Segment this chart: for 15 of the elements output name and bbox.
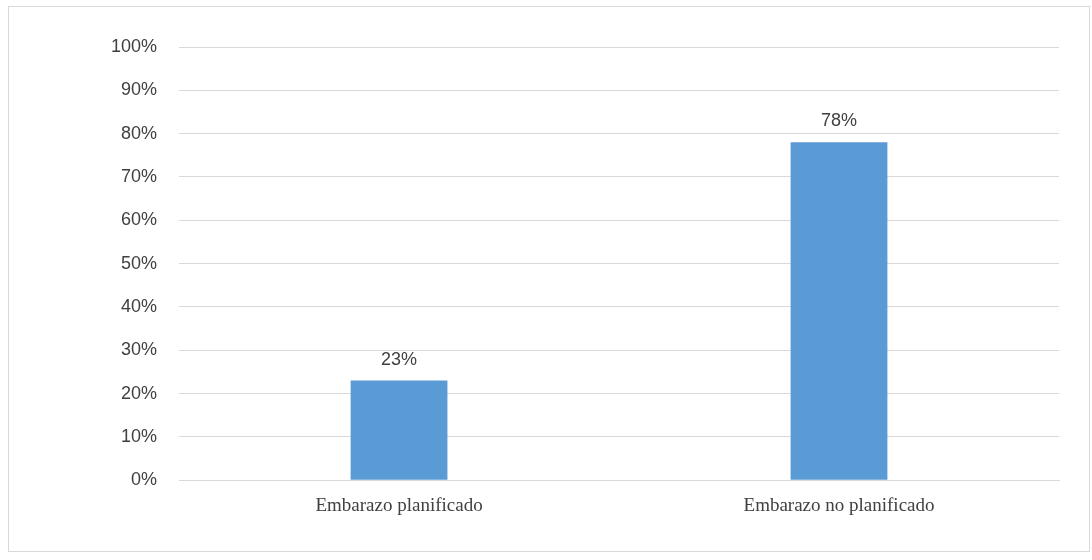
y-tick-label: 80% [121, 122, 158, 143]
y-tick-label: 40% [121, 295, 158, 316]
y-tick-label: 100% [110, 35, 158, 56]
y-tick-label: 0% [131, 469, 158, 490]
y-tick-label: 60% [121, 209, 158, 230]
data-label: 23% [381, 348, 418, 369]
y-tick-label: 50% [121, 252, 158, 273]
x-tick-label: Embarazo no planificado [743, 493, 935, 515]
y-tick-label: 20% [121, 382, 158, 403]
data-label: 78% [820, 110, 858, 131]
y-tick-label: 90% [121, 79, 158, 100]
y-tick-label: 30% [121, 339, 158, 360]
x-tick-label: Embarazo planificado [315, 493, 483, 515]
y-tick-label: 10% [121, 425, 158, 446]
y-tick-label: 70% [121, 165, 158, 186]
